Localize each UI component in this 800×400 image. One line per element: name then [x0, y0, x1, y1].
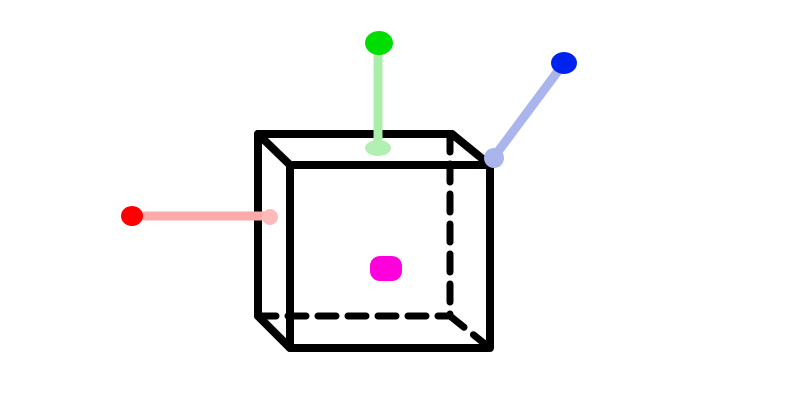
x-handle-knob[interactable] — [121, 206, 143, 226]
cube-top-left-depth — [254, 130, 294, 169]
x-handle-anchor — [262, 209, 278, 225]
y-handle-anchor — [365, 140, 391, 156]
y-axis-handle[interactable] — [365, 31, 393, 156]
hidden-edge-bottom-depth — [446, 312, 494, 352]
cube-front-face — [286, 161, 494, 352]
z-handle-stem — [489, 58, 569, 162]
z-axis-handle[interactable] — [484, 52, 577, 168]
cube-visible-edges — [254, 130, 494, 352]
z-handle-knob[interactable] — [551, 52, 577, 74]
cube-bottom-left-depth — [254, 312, 294, 352]
x-axis-handle[interactable] — [121, 206, 278, 226]
z-handle-anchor — [484, 148, 504, 168]
y-handle-knob[interactable] — [365, 31, 393, 55]
cube-top-right-depth — [448, 130, 494, 169]
center-marker[interactable] — [370, 256, 402, 281]
